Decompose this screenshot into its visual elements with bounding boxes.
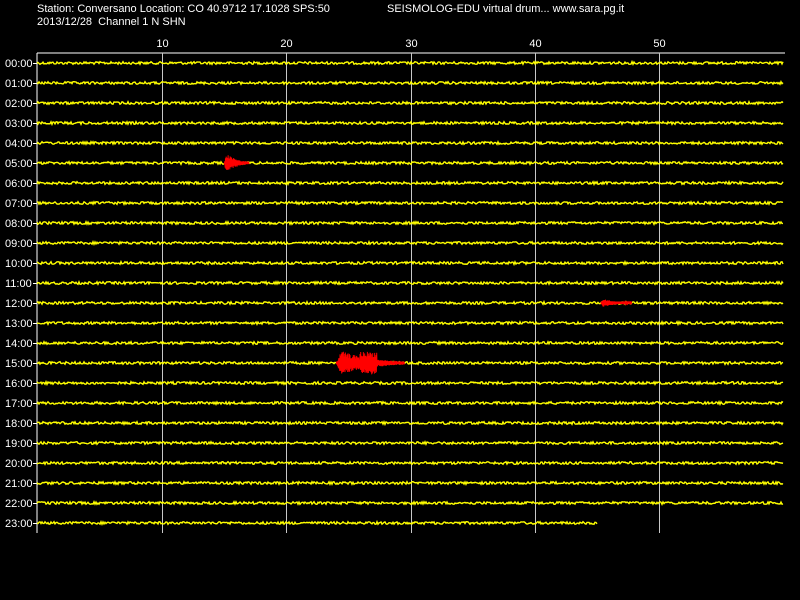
row-label-0900: 09:00	[5, 238, 33, 250]
row-label-1700: 17:00	[5, 398, 33, 410]
trace-0800	[36, 219, 784, 226]
date-channel-info: 2013/12/28 Channel 1 N SHN	[37, 16, 186, 28]
row-label-1300: 13:00	[5, 318, 33, 330]
trace-0600	[36, 179, 784, 187]
trace-2000	[36, 460, 784, 466]
app-title: SEISMOLOG-EDU virtual drum... www.sara.p…	[387, 3, 625, 15]
trace-1500	[36, 360, 784, 366]
station-info: Station: Conversano Location: CO 40.9712…	[37, 3, 330, 15]
trace-1800	[36, 419, 784, 427]
trace-0900	[36, 239, 784, 247]
x-tick-label-50: 50	[653, 38, 665, 50]
trace-1600	[36, 379, 784, 387]
row-label-1000: 10:00	[5, 258, 33, 270]
row-label-0200: 02:00	[5, 98, 33, 110]
row-label-2200: 22:00	[5, 498, 33, 510]
row-label-1400: 14:00	[5, 338, 33, 350]
row-label-0800: 08:00	[5, 218, 33, 230]
row-label-1100: 11:00	[5, 278, 32, 290]
row-label-0000: 00:00	[5, 58, 33, 70]
row-label-2000: 20:00	[5, 458, 33, 470]
trace-1900	[36, 440, 784, 446]
trace-1300	[36, 319, 784, 327]
x-tick-label-20: 20	[280, 38, 292, 50]
x-tick-label-40: 40	[529, 38, 541, 50]
row-label-0500: 05:00	[5, 158, 33, 170]
trace-2200	[36, 499, 784, 506]
trace-1200	[36, 299, 784, 306]
trace-2300	[36, 519, 598, 527]
row-label-0400: 04:00	[5, 138, 33, 150]
row-label-0600: 06:00	[5, 178, 33, 190]
trace-0700	[36, 200, 784, 206]
x-tick-label-10: 10	[156, 38, 168, 50]
x-tick-label-30: 30	[405, 38, 417, 50]
trace-2100	[36, 480, 784, 487]
trace-1000	[36, 259, 784, 267]
row-label-0300: 03:00	[5, 118, 33, 130]
row-label-2100: 21:00	[5, 478, 33, 490]
trace-0200	[36, 100, 784, 106]
trace-0500	[36, 160, 784, 166]
trace-1700	[36, 400, 784, 407]
trace-1400	[36, 340, 784, 346]
row-label-1800: 18:00	[5, 418, 33, 430]
row-label-0100: 01:00	[5, 78, 33, 90]
trace-0000	[36, 59, 784, 66]
row-label-1200: 12:00	[5, 298, 33, 310]
trace-0100	[36, 80, 784, 86]
row-label-1900: 19:00	[5, 438, 33, 450]
trace-0300	[36, 120, 784, 127]
trace-1100	[36, 280, 784, 286]
row-label-0700: 07:00	[5, 198, 33, 210]
row-label-2300: 23:00	[5, 518, 33, 530]
row-label-1600: 16:00	[5, 378, 33, 390]
trace-0400	[36, 140, 784, 146]
row-label-1500: 15:00	[5, 358, 33, 370]
